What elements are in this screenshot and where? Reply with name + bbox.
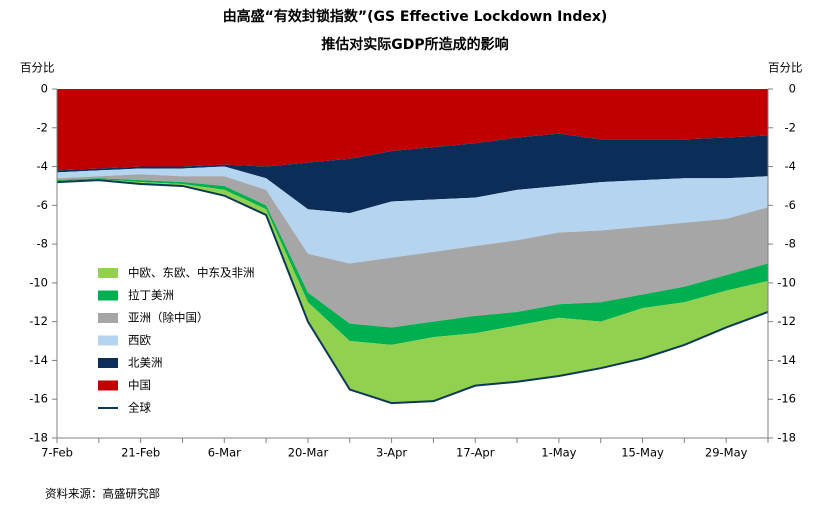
legend-swatch bbox=[98, 335, 118, 346]
legend-swatch bbox=[98, 380, 118, 391]
y2-tick-label: -10 bbox=[777, 275, 796, 289]
y2-tick-label: -4 bbox=[785, 159, 796, 173]
source: 资料来源：高盛研究部 bbox=[45, 487, 160, 501]
y-axis-label: 百分比 bbox=[20, 61, 55, 75]
y2-tick-label: -2 bbox=[785, 120, 796, 134]
y2-tick-label: -14 bbox=[777, 353, 796, 367]
y2-tick-label: -6 bbox=[785, 198, 796, 212]
x-tick-label: 17-Apr bbox=[456, 446, 495, 460]
x-tick-label: 15-May bbox=[621, 446, 664, 460]
area bbox=[57, 179, 768, 404]
x-tick-label: 6-Mar bbox=[208, 446, 241, 460]
x-tick-label: 3-Apr bbox=[376, 446, 407, 460]
area bbox=[57, 166, 768, 264]
y-tick-label: -2 bbox=[37, 120, 48, 134]
y-tick-label: -8 bbox=[37, 237, 48, 251]
chart-title: 由高盛“有效封锁指数”(GS Effective Lockdown Index) bbox=[223, 8, 608, 25]
area bbox=[57, 89, 768, 171]
y2-tick-label: -18 bbox=[777, 431, 796, 445]
legend-label: 全球 bbox=[128, 401, 151, 415]
y2-tick-label: -12 bbox=[777, 314, 796, 328]
x-tick-label: 7-Feb bbox=[41, 446, 73, 460]
y-tick-label: 0 bbox=[41, 82, 48, 96]
y-tick-label: -18 bbox=[29, 431, 48, 445]
y-tick-label: -12 bbox=[29, 314, 48, 328]
y2-tick-label: -16 bbox=[777, 392, 796, 406]
y2-axis-label: 百分比 bbox=[768, 61, 803, 75]
x-tick-label: 20-Mar bbox=[288, 446, 329, 460]
y-tick-label: -14 bbox=[29, 353, 48, 367]
legend-swatch bbox=[98, 290, 118, 301]
y-tick-label: -4 bbox=[37, 159, 48, 173]
legend-swatch bbox=[98, 268, 118, 278]
legend-swatch bbox=[98, 313, 118, 323]
legend-label: 西欧 bbox=[128, 333, 151, 347]
legend-label: 亚洲（除中国） bbox=[128, 311, 209, 325]
area bbox=[57, 133, 768, 214]
y-tick-label: -10 bbox=[29, 275, 48, 289]
y-tick-label: -6 bbox=[37, 198, 48, 212]
legend-label: 中国 bbox=[128, 378, 151, 392]
legend-label: 拉丁美洲 bbox=[128, 288, 174, 302]
legend-swatch bbox=[98, 358, 118, 368]
chart-subtitle: 推估对实际GDP所造成的影响 bbox=[321, 36, 508, 53]
area bbox=[57, 178, 768, 345]
x-tick-label: 21-Feb bbox=[121, 446, 160, 460]
y2-tick-label: -8 bbox=[785, 237, 796, 251]
y-tick-label: -16 bbox=[29, 392, 48, 406]
x-tick-label: 1-May bbox=[541, 446, 576, 460]
y2-tick-label: 0 bbox=[789, 82, 796, 96]
legend-label: 中欧、东欧、中东及非洲 bbox=[128, 266, 255, 280]
area bbox=[57, 174, 768, 328]
line bbox=[56, 179, 769, 405]
legend-label: 北美洲 bbox=[128, 356, 163, 370]
x-tick-label: 29-May bbox=[705, 446, 748, 460]
